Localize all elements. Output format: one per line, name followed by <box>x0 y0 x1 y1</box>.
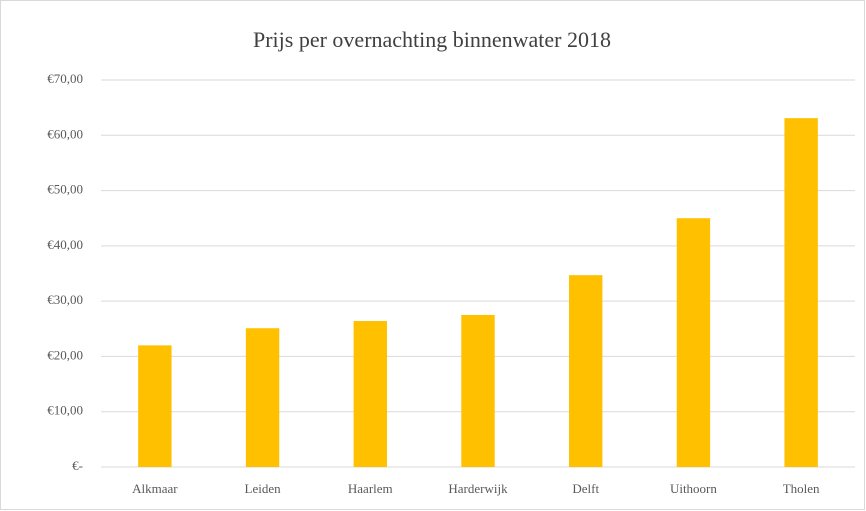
bar <box>138 345 172 467</box>
y-tick-label: €40,00 <box>47 237 83 252</box>
bar <box>353 321 387 467</box>
bar <box>569 275 603 467</box>
x-tick-label: Uithoorn <box>670 481 717 496</box>
bar <box>676 218 711 467</box>
bar <box>461 314 495 467</box>
y-tick-label: €50,00 <box>47 182 83 197</box>
bar <box>784 118 818 467</box>
y-tick-label: €70,00 <box>47 71 83 86</box>
chart-title: Prijs per overnachting binnenwater 2018 <box>253 27 611 52</box>
y-tick-label: €- <box>72 458 83 473</box>
x-tick-label: Tholen <box>783 481 820 496</box>
x-tick-label: Haarlem <box>348 481 393 496</box>
y-tick-label: €30,00 <box>47 292 83 307</box>
x-tick-label: Alkmaar <box>132 481 178 496</box>
y-tick-label: €10,00 <box>47 403 83 418</box>
x-tick-label: Delft <box>572 481 599 496</box>
y-tick-label: €60,00 <box>47 126 83 141</box>
y-tick-label: €20,00 <box>47 347 83 362</box>
x-tick-label: Harderwijk <box>448 481 508 496</box>
x-tick-label: Leiden <box>245 481 282 496</box>
bar <box>245 328 280 467</box>
